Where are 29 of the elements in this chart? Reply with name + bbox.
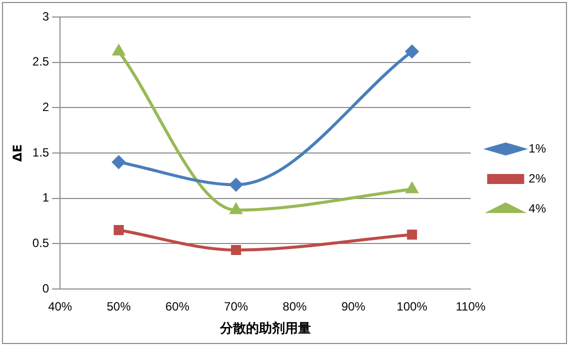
legend-label: 2% — [528, 171, 546, 186]
y-tick-label: 0 — [42, 281, 50, 296]
point — [406, 230, 418, 240]
point — [406, 44, 419, 58]
legend-label: 4% — [528, 201, 546, 216]
y-tick-label: 1 — [42, 190, 50, 205]
y-tick-label: 0.5 — [32, 236, 50, 250]
x-tick-label: 50% — [106, 300, 132, 314]
x-tick-label: 70% — [224, 300, 248, 314]
x-tick-label: 40% — [48, 300, 72, 314]
x-tick-label: 110% — [456, 300, 486, 314]
x-axis-title: 分散的助剂用量 — [218, 320, 311, 337]
point — [112, 156, 126, 169]
point — [114, 225, 124, 236]
point — [230, 204, 242, 214]
y-tick-label: 2.5 — [32, 54, 50, 69]
y-tick-label: 1.5 — [32, 145, 50, 160]
y-axis-title: ΔE — [10, 144, 24, 162]
y-tick-label: 2 — [42, 100, 50, 114]
point — [406, 182, 418, 194]
point — [230, 178, 243, 192]
x-tick-label: 60% — [165, 300, 190, 314]
legend-label: 1% — [528, 141, 546, 156]
point — [112, 44, 125, 56]
x-tick-label: 100% — [396, 300, 428, 314]
y-tick-label: 3 — [42, 9, 50, 24]
x-tick-label: 90% — [341, 300, 366, 314]
x-tick-label: 80% — [282, 300, 308, 314]
point — [231, 244, 242, 256]
